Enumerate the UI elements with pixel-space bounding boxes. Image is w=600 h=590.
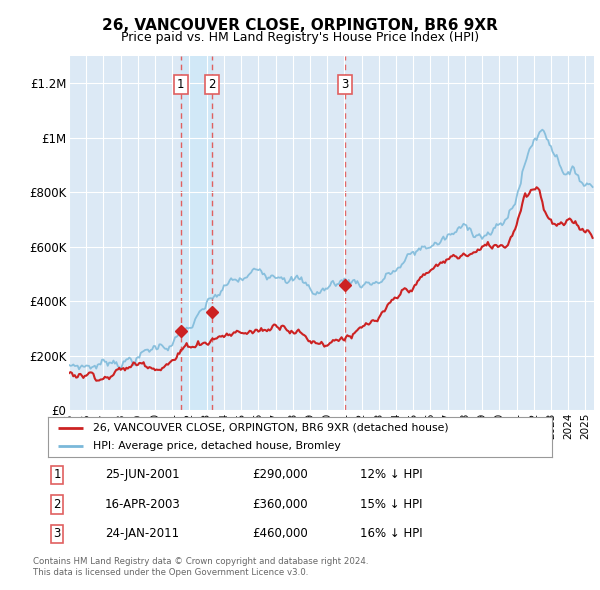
Text: 24-JAN-2011: 24-JAN-2011 [105,527,179,540]
Text: 3: 3 [53,527,61,540]
Text: 26, VANCOUVER CLOSE, ORPINGTON, BR6 9XR (detached house): 26, VANCOUVER CLOSE, ORPINGTON, BR6 9XR … [94,423,449,433]
Bar [181,56,212,410]
Text: £360,000: £360,000 [252,498,308,511]
Text: This data is licensed under the Open Government Licence v3.0.: This data is licensed under the Open Gov… [33,568,308,577]
Text: 26, VANCOUVER CLOSE, ORPINGTON, BR6 9XR: 26, VANCOUVER CLOSE, ORPINGTON, BR6 9XR [102,18,498,32]
Text: HPI: Average price, detached house, Bromley: HPI: Average price, detached house, Brom… [94,441,341,451]
Text: £460,000: £460,000 [252,527,308,540]
Text: 25-JUN-2001: 25-JUN-2001 [105,468,179,481]
Text: 2: 2 [53,498,61,511]
Text: Contains HM Land Registry data © Crown copyright and database right 2024.: Contains HM Land Registry data © Crown c… [33,558,368,566]
Text: 16% ↓ HPI: 16% ↓ HPI [360,527,422,540]
Text: Price paid vs. HM Land Registry's House Price Index (HPI): Price paid vs. HM Land Registry's House … [121,31,479,44]
Text: 15% ↓ HPI: 15% ↓ HPI [360,498,422,511]
Text: 1: 1 [53,468,61,481]
Text: 1: 1 [177,78,185,91]
Text: 3: 3 [341,78,349,91]
Text: £290,000: £290,000 [252,468,308,481]
Text: 16-APR-2003: 16-APR-2003 [105,498,181,511]
Text: 2: 2 [208,78,215,91]
Text: 12% ↓ HPI: 12% ↓ HPI [360,468,422,481]
